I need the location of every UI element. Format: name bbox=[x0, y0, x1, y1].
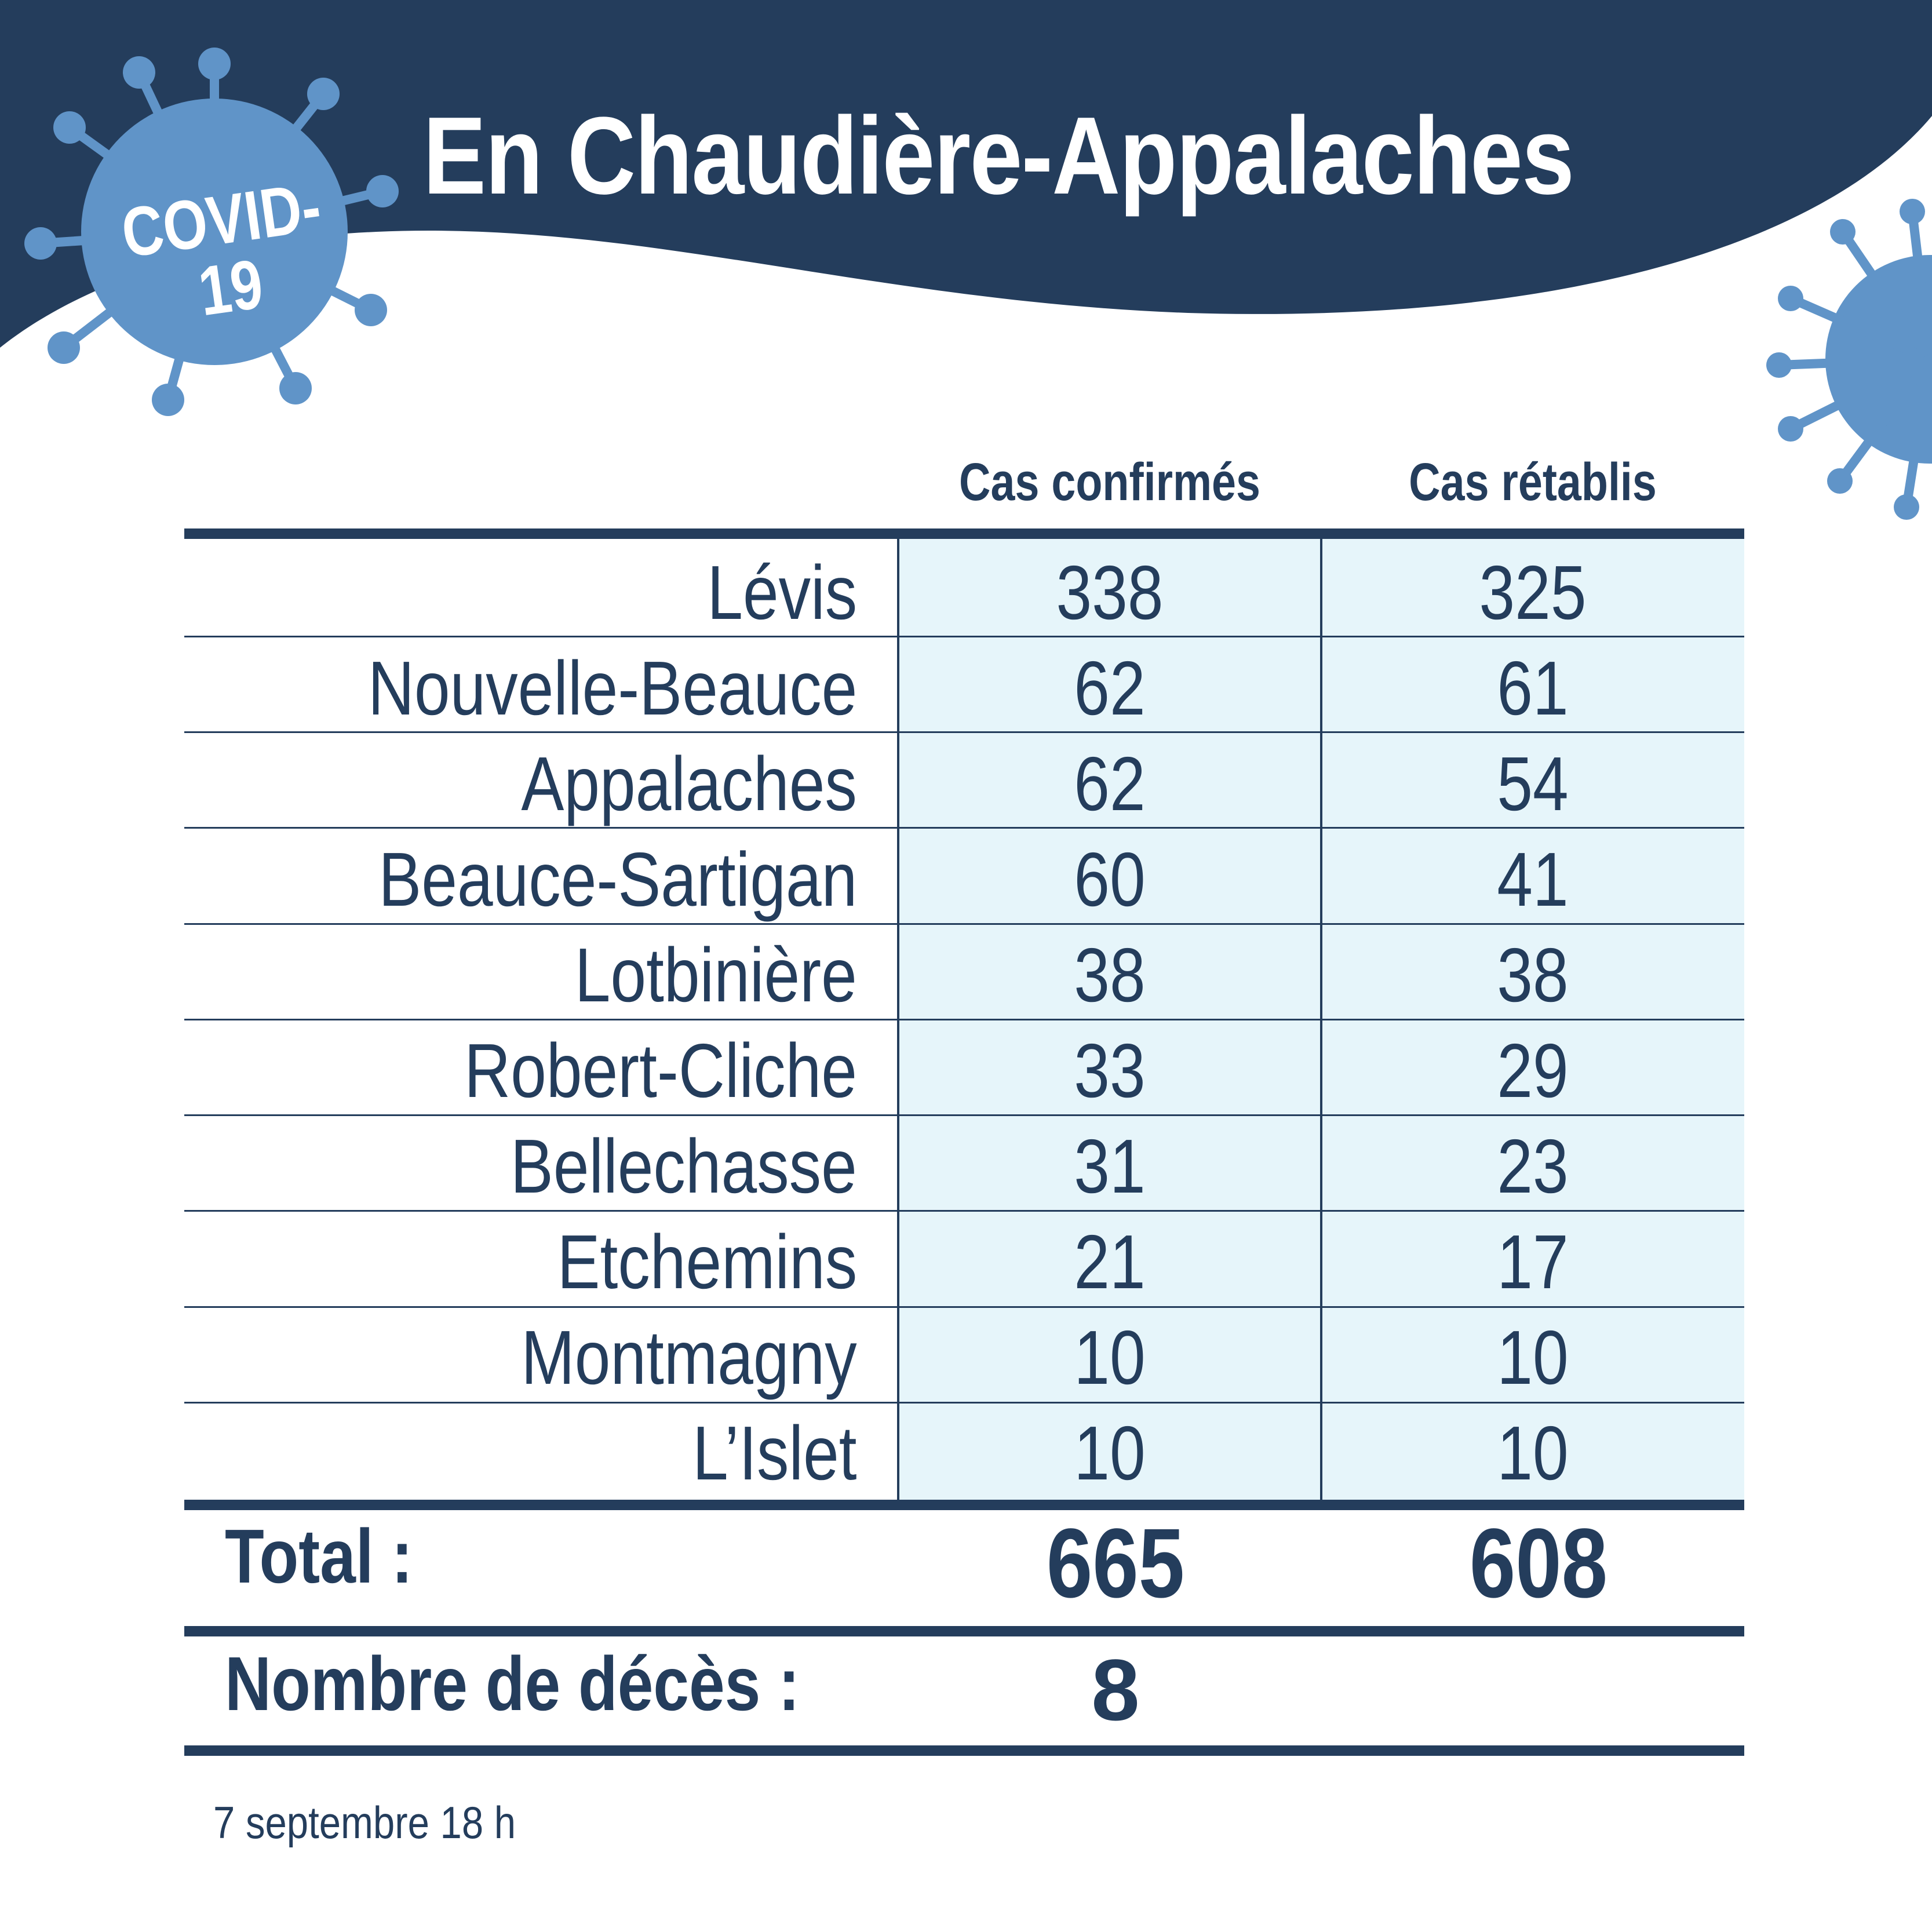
region-label: L’Islet bbox=[692, 1410, 857, 1496]
deaths-label: Nombre de décès : bbox=[225, 1641, 800, 1726]
table-top-rule bbox=[184, 528, 1744, 539]
confirmed-value: 338 bbox=[1056, 550, 1164, 635]
recovered-value: 10 bbox=[1497, 1315, 1569, 1400]
row-divider bbox=[184, 1019, 1744, 1020]
row-divider bbox=[184, 1402, 1744, 1404]
confirmed-value: 38 bbox=[1074, 932, 1146, 1018]
recovered-value: 61 bbox=[1497, 646, 1569, 731]
confirmed-value: 10 bbox=[1074, 1315, 1146, 1400]
recovered-value: 41 bbox=[1497, 837, 1569, 922]
region-label: Montmagny bbox=[521, 1315, 857, 1400]
page-title: En Chaudière-Appalaches bbox=[423, 94, 1574, 217]
confirmed-value: 31 bbox=[1074, 1124, 1146, 1209]
confirmed-value: 62 bbox=[1074, 741, 1146, 826]
column-header-recovered: Cas rétablis bbox=[1409, 453, 1657, 512]
confirmed-value: 10 bbox=[1074, 1410, 1146, 1496]
row-divider bbox=[184, 731, 1744, 733]
covid-badge-text: COVID- 19 bbox=[116, 167, 326, 331]
region-label: Lotbinière bbox=[574, 932, 857, 1018]
confirmed-value: 60 bbox=[1074, 837, 1146, 922]
total-bottom-rule bbox=[184, 1626, 1744, 1636]
region-label: Beauce-Sartigan bbox=[378, 837, 857, 922]
recovered-value: 54 bbox=[1497, 741, 1569, 826]
confirmed-value: 33 bbox=[1074, 1028, 1146, 1113]
header-banner bbox=[0, 0, 1932, 348]
deaths-value: 8 bbox=[1091, 1641, 1140, 1738]
row-divider bbox=[184, 923, 1744, 925]
recovered-value: 29 bbox=[1497, 1028, 1569, 1113]
row-divider bbox=[184, 1114, 1744, 1116]
row-divider bbox=[184, 1210, 1744, 1212]
virus-decoration-icon bbox=[1766, 199, 1932, 520]
confirmed-value: 21 bbox=[1074, 1219, 1146, 1304]
region-label: Bellechasse bbox=[511, 1124, 857, 1209]
confirmed-value: 62 bbox=[1074, 646, 1146, 731]
region-label: Etchemins bbox=[557, 1219, 857, 1304]
recovered-value: 10 bbox=[1497, 1410, 1569, 1496]
update-date: 7 septembre 18 h bbox=[213, 1797, 516, 1848]
total-confirmed: 665 bbox=[1046, 1508, 1185, 1618]
column-header-confirmed: Cas confirmés bbox=[959, 453, 1260, 512]
recovered-value: 325 bbox=[1479, 550, 1587, 635]
region-label: Nouvelle-Beauce bbox=[367, 646, 857, 731]
row-divider bbox=[184, 827, 1744, 829]
region-label: Appalaches bbox=[521, 741, 857, 826]
table-body-bottom-rule bbox=[184, 1500, 1744, 1510]
region-label: Robert-Cliche bbox=[464, 1028, 857, 1113]
row-divider bbox=[184, 1306, 1744, 1308]
deaths-bottom-rule bbox=[184, 1745, 1744, 1756]
total-label: Total : bbox=[225, 1514, 413, 1599]
recovered-value: 17 bbox=[1497, 1219, 1569, 1304]
covid-badge: COVID- 19 bbox=[23, 41, 406, 423]
recovered-value: 23 bbox=[1497, 1124, 1569, 1209]
region-label: Lévis bbox=[707, 550, 857, 635]
virus-icon bbox=[24, 48, 399, 416]
total-recovered: 608 bbox=[1469, 1508, 1608, 1618]
row-divider bbox=[184, 636, 1744, 637]
recovered-value: 38 bbox=[1497, 932, 1569, 1018]
